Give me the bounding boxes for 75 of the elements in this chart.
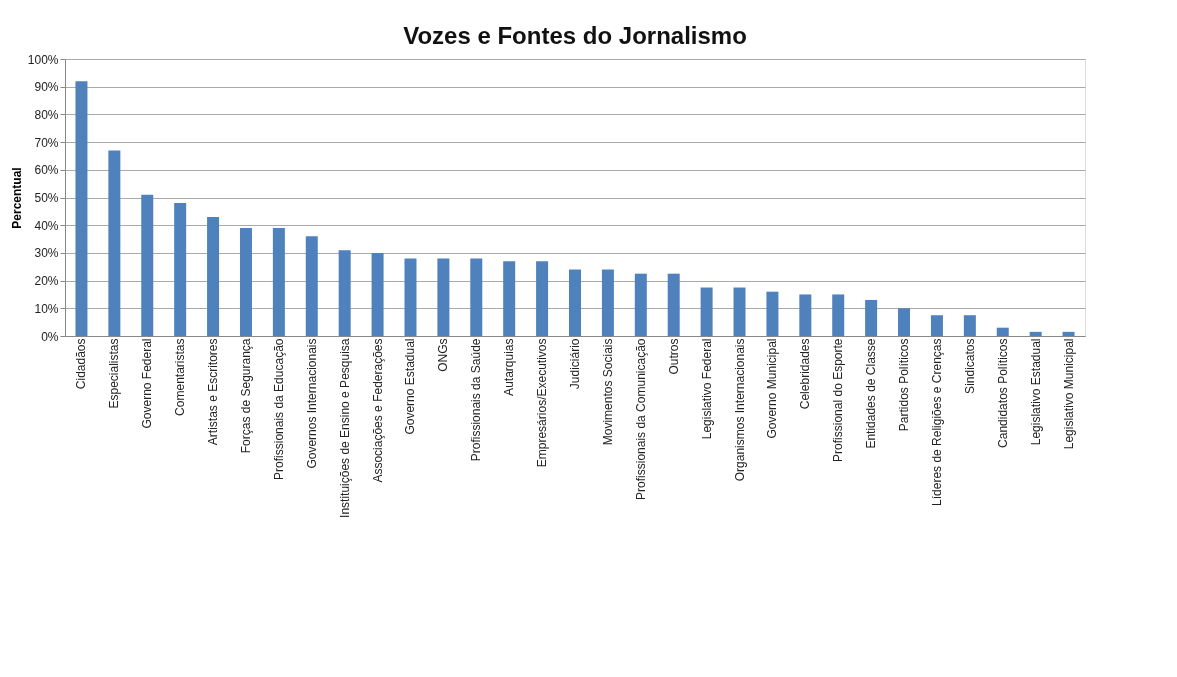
y-tick-label: 30%	[34, 246, 59, 261]
x-tick-label: Candidatos Políticos	[995, 338, 1010, 448]
x-tick-label: Movimentos Sociais	[600, 338, 615, 446]
x-tick-label: Judiciário	[568, 338, 582, 390]
x-tick-label: Líderes de Religiões e Crenças	[929, 338, 944, 506]
bar	[338, 250, 351, 336]
y-tick-label: 90%	[34, 80, 59, 95]
x-tick-label: Profissionais da Comunicação	[633, 338, 648, 500]
bar	[898, 308, 911, 336]
bar	[404, 258, 417, 336]
bar	[832, 294, 845, 336]
x-tick-label: Profissionais da Educação	[271, 338, 286, 480]
x-tick-label: Profissional do Esporte	[831, 338, 846, 462]
bar	[75, 81, 88, 336]
x-tick-label: Entidades de Classe	[864, 338, 879, 449]
x-tick-label: Governo Estadual	[403, 338, 418, 435]
bar	[766, 291, 779, 336]
x-tick-label: Legislativo Municipal	[1061, 338, 1076, 450]
bar	[207, 216, 220, 336]
bar	[272, 227, 285, 336]
bar	[930, 315, 943, 336]
x-tick-label: Sindicatos	[962, 338, 977, 394]
x-tick-label: Governos Internacionais	[304, 338, 319, 469]
bar	[174, 203, 187, 336]
x-tick-label: Artistas e Escritores	[206, 338, 221, 446]
bar	[536, 261, 549, 336]
bar	[799, 294, 812, 336]
x-tick-label: Outros	[666, 338, 681, 375]
y-tick-label: 10%	[34, 301, 59, 316]
x-tick-label: Partidos Políticos	[897, 338, 912, 432]
x-tick-label: Autarquias	[502, 338, 517, 396]
x-tick-label: Governo Federal	[140, 338, 155, 429]
x-tick-label: Legislativo Federal	[699, 338, 714, 440]
bar	[996, 327, 1009, 336]
x-tick-label: Especialistas	[107, 338, 122, 409]
bar	[141, 194, 154, 336]
x-tick-label: Forças de Segurança	[238, 338, 253, 454]
bar	[1029, 331, 1042, 336]
bar	[865, 299, 878, 336]
bar	[239, 227, 252, 336]
bar	[1062, 331, 1075, 336]
bar	[700, 287, 713, 336]
bar	[470, 258, 483, 336]
bar	[733, 287, 746, 336]
bar	[963, 315, 976, 336]
bar	[634, 273, 647, 336]
x-tick-label: Governo Municipal	[765, 338, 780, 439]
y-tick-label: 50%	[34, 191, 59, 205]
y-tick-label: 40%	[34, 218, 59, 233]
y-tick-label: 80%	[34, 107, 59, 122]
x-tick-label: Organismos Internacionais	[732, 338, 747, 482]
bar	[108, 150, 121, 336]
x-tick-label: ONGs	[436, 338, 451, 372]
bar	[437, 258, 450, 336]
y-tick-label: 60%	[34, 163, 59, 178]
y-axis-title: Percentual	[9, 167, 24, 229]
chart-title: Vozes e Fontes do Jornalismo	[403, 22, 747, 49]
x-tick-label: Cidadãos	[74, 338, 89, 390]
bar	[601, 269, 614, 336]
y-tick-label: 100%	[27, 52, 59, 67]
bar	[503, 261, 516, 336]
bar	[371, 252, 384, 336]
x-tick-label: Associações e Federações	[370, 338, 385, 483]
x-tick-label: Celebridades	[798, 338, 813, 410]
y-tick-label: 0%	[41, 329, 59, 344]
x-tick-label: Profissionais da Saúde	[469, 338, 484, 462]
bar	[667, 273, 680, 336]
bar	[305, 236, 318, 336]
x-tick-label: Comentaristas	[173, 338, 188, 416]
x-tick-label: Legislativo Estadual	[1028, 338, 1043, 446]
bar	[569, 269, 581, 336]
y-tick-label: 20%	[34, 274, 59, 289]
x-tick-label: Empresários/Executivos	[535, 338, 550, 468]
x-tick-label: Instituições de Ensino e Pesquisa	[337, 338, 352, 518]
y-tick-label: 70%	[34, 135, 59, 150]
